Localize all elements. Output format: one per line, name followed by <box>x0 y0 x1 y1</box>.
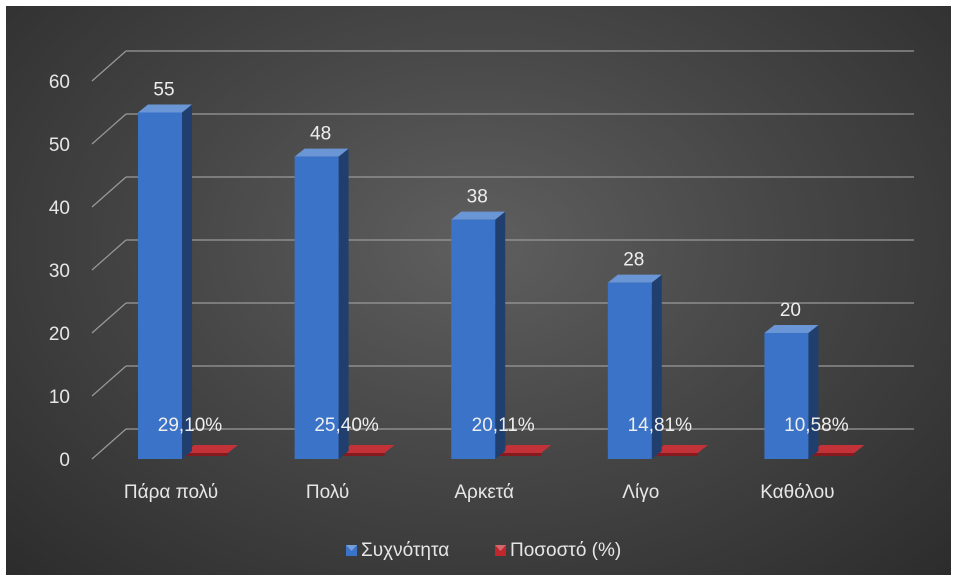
gridline-depth <box>91 428 127 460</box>
bar-ratio-front <box>340 453 385 456</box>
legend: Συχνότητα Ποσοστό (%) <box>346 540 621 561</box>
data-label-frequency: 20 <box>780 300 801 321</box>
y-tick-label: 20 <box>49 324 70 345</box>
bar-frequency-top <box>607 274 662 283</box>
x-tick-label: Λίγο <box>622 482 659 503</box>
y-tick-label: 60 <box>49 72 70 93</box>
bar-ratio <box>653 445 708 453</box>
bar-ratio <box>340 445 395 453</box>
y-tick-label: 0 <box>59 450 70 471</box>
bar-frequency-top <box>764 325 819 333</box>
bar-ratio-front <box>810 453 855 456</box>
data-label-percentage: 29,10% <box>158 415 223 436</box>
bar-frequency-side <box>808 325 819 459</box>
y-tick-label: 40 <box>49 198 70 219</box>
data-label-percentage: 20,11% <box>472 415 535 436</box>
x-tick-label: Καθόλου <box>760 482 834 503</box>
data-label-percentage: 10,58% <box>784 415 849 436</box>
bar-frequency <box>294 156 339 459</box>
data-label-frequency: 28 <box>623 250 644 271</box>
bars <box>138 104 865 459</box>
bar-ratio <box>497 445 552 453</box>
gridline-depth <box>91 302 127 334</box>
y-tick-label: 30 <box>49 261 70 282</box>
legend-item-percentage: Ποσοστό (%) <box>495 540 621 561</box>
data-label-frequency: 38 <box>467 187 488 208</box>
gridline-depth <box>91 50 127 82</box>
bar-frequency <box>451 219 496 459</box>
y-axis: 0 10 20 30 40 50 60 <box>49 72 70 471</box>
bar-frequency-top <box>451 211 506 220</box>
legend-item-frequency: Συχνότητα <box>346 540 449 561</box>
x-axis: Πάρα πολύ Πολύ Αρκετά Λίγο Καθόλου <box>124 482 835 503</box>
gridlines <box>91 50 914 460</box>
bar-ratio-front <box>497 453 542 456</box>
gridline-depth <box>91 176 127 208</box>
bar-frequency <box>138 112 182 459</box>
bar-ratio-front <box>184 453 228 456</box>
bar-frequency-side <box>182 104 192 459</box>
bar-frequency <box>607 282 652 459</box>
bar-frequency-side <box>495 211 506 459</box>
bar-ratio <box>810 445 865 453</box>
chart-area: 0 10 20 30 40 50 60 55 29,10% 48 25,40% 38 20,11% 28… <box>6 6 951 575</box>
bar-frequency-top <box>138 104 192 113</box>
y-tick-label: 10 <box>49 387 70 408</box>
legend-swatch-highlight <box>346 545 357 551</box>
gridline-depth <box>91 239 127 271</box>
data-labels: 55 29,10% 48 25,40% 38 20,11% 28 14,81% 20 10,58% <box>153 80 848 437</box>
x-tick-label: Πολύ <box>306 482 349 503</box>
x-tick-label: Πάρα πολύ <box>124 482 218 503</box>
legend-label: Συχνότητα <box>361 540 449 561</box>
legend-swatch-highlight <box>495 545 506 551</box>
gridline-depth <box>91 365 127 397</box>
data-label-frequency: 48 <box>310 124 331 145</box>
bar-ratio-front <box>653 453 698 456</box>
bar-frequency <box>764 333 809 459</box>
y-tick-label: 50 <box>49 135 70 156</box>
bar-frequency-side <box>338 148 349 459</box>
bar-ratio <box>184 445 238 453</box>
bar-frequency-side <box>651 274 662 459</box>
gridline-depth <box>91 113 127 145</box>
bar-chart: 0 10 20 30 40 50 60 55 29,10% 48 25,40% 38 20,11% 28… <box>49 50 914 561</box>
data-label-frequency: 55 <box>153 80 174 101</box>
data-label-percentage: 14,81% <box>628 415 693 436</box>
data-label-percentage: 25,40% <box>314 415 379 436</box>
legend-label: Ποσοστό (%) <box>510 540 621 561</box>
x-tick-label: Αρκετά <box>454 482 514 503</box>
bar-frequency-top <box>294 148 349 157</box>
